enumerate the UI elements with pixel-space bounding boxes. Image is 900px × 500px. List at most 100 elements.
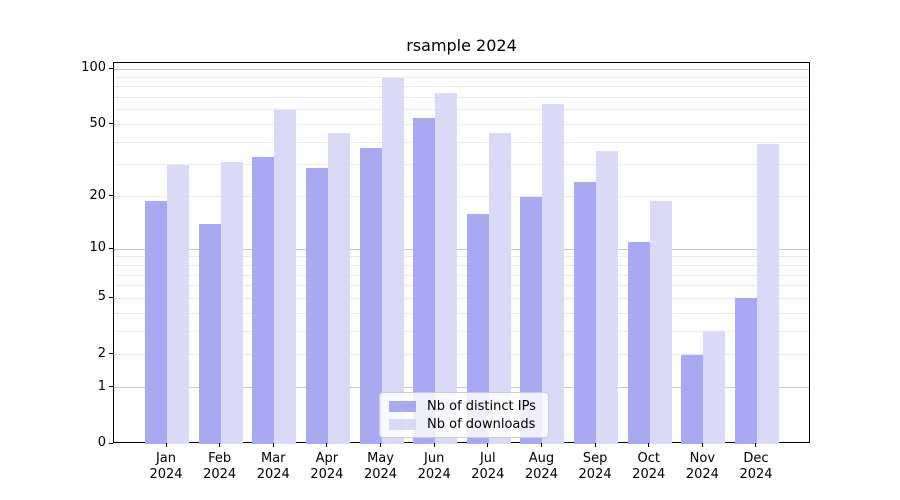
x-tick-label-jul: Jul 2024	[458, 451, 518, 483]
y-tick-mark-20	[109, 195, 113, 197]
x-tick-label-may: May 2024	[351, 451, 411, 483]
x-tick-label-year: 2024	[578, 467, 612, 482]
gridline-major-100	[114, 68, 809, 70]
gridline-major-10	[114, 248, 809, 250]
x-tick-label-oct: Oct 2024	[619, 451, 679, 483]
x-tick-mark-oct	[648, 443, 650, 447]
x-tick-mark-feb	[219, 443, 221, 447]
legend-label-downloads: Nb of downloads	[427, 416, 536, 432]
x-tick-label-jun: Jun 2024	[404, 451, 464, 483]
x-tick-label-year: 2024	[417, 467, 451, 482]
y-tick-label-5: 5	[97, 289, 106, 305]
x-tick-label-month: Feb	[208, 451, 232, 466]
x-tick-label-year: 2024	[685, 467, 719, 482]
bar-downloads-jan	[167, 164, 189, 444]
bar-downloads-mar	[274, 109, 297, 444]
x-tick-label-month: Apr	[315, 451, 339, 466]
gridline-minor-40	[114, 141, 809, 143]
legend-swatch-distinct-ips-icon	[389, 400, 416, 412]
gridline-minor-70	[114, 97, 809, 99]
y-tick-label-0: 0	[97, 435, 106, 450]
x-tick-mark-aug	[540, 443, 542, 447]
y-tick-mark-2	[109, 353, 113, 355]
gridline-minor-6	[114, 285, 809, 287]
bar-ips-jan	[145, 200, 167, 444]
gridline-minor-30	[114, 164, 809, 166]
bar-downloads-nov	[703, 331, 726, 444]
bar-downloads-aug	[542, 103, 565, 444]
gridline-minor-8	[114, 264, 809, 266]
bar-ips-sep	[574, 182, 597, 444]
gridline-minor-7	[114, 274, 809, 276]
x-tick-label-dec: Dec 2024	[726, 451, 786, 483]
bar-downloads-feb	[220, 162, 243, 444]
x-tick-mark-mar	[272, 443, 274, 447]
bar-downloads-apr	[327, 132, 350, 444]
x-tick-mark-may	[380, 443, 382, 447]
legend: Nb of distinct IPs Nb of downloads	[379, 392, 549, 438]
bar-ips-jun	[413, 118, 436, 444]
x-tick-label-month: Oct	[637, 451, 660, 466]
x-tick-label-year: 2024	[363, 467, 398, 482]
gridline-minor-50	[114, 124, 809, 126]
x-tick-label-year: 2024	[524, 467, 558, 482]
x-tick-label-month: Jul	[479, 451, 496, 466]
bar-downloads-dec	[756, 144, 779, 444]
bar-downloads-oct	[649, 200, 672, 444]
y-tick-mark-5	[109, 296, 113, 298]
x-tick-label-month: Sep	[582, 451, 608, 466]
y-tick-label-50: 50	[89, 115, 106, 131]
bar-ips-mar	[252, 157, 275, 444]
x-tick-label-feb: Feb 2024	[190, 451, 250, 483]
bar-downloads-may	[381, 78, 404, 444]
legend-swatch-downloads-icon	[389, 418, 416, 430]
x-tick-label-nov: Nov 2024	[672, 451, 732, 483]
x-tick-label-year: 2024	[471, 467, 505, 482]
x-tick-mark-jul	[487, 443, 489, 447]
x-tick-label-year: 2024	[739, 467, 773, 482]
y-tick-mark-50	[109, 123, 113, 125]
y-tick-mark-10	[109, 247, 113, 249]
bar-downloads-jul	[488, 132, 511, 444]
gridline-minor-9	[114, 256, 809, 258]
legend-entry-distinct-ips: Nb of distinct IPs	[389, 399, 539, 414]
x-tick-label-month: Dec	[743, 451, 769, 466]
bar-ips-apr	[305, 167, 328, 444]
x-tick-mark-nov	[701, 443, 703, 447]
bar-ips-nov	[681, 354, 704, 444]
bar-ips-jul	[466, 213, 489, 444]
y-tick-mark-0	[109, 442, 113, 444]
bar-ips-feb	[198, 223, 221, 444]
x-tick-label-month: May	[367, 451, 394, 466]
x-tick-label-year: 2024	[632, 467, 666, 482]
x-tick-mark-jun	[433, 443, 435, 447]
gridline-minor-5	[114, 297, 809, 299]
legend-entry-downloads: Nb of downloads	[389, 417, 539, 432]
y-tick-label-1: 1	[97, 378, 106, 394]
bar-ips-may	[359, 148, 382, 444]
x-tick-label-year: 2024	[256, 467, 290, 482]
y-tick-label-20: 20	[89, 187, 106, 203]
x-tick-label-year: 2024	[310, 467, 344, 482]
gridline-major-1	[114, 387, 809, 389]
legend-label-distinct-ips: Nb of distinct IPs	[427, 398, 536, 414]
x-tick-mark-apr	[326, 443, 328, 447]
bar-ips-aug	[520, 196, 543, 444]
x-tick-label-apr: Apr 2024	[297, 451, 357, 483]
bar-downloads-sep	[596, 150, 619, 444]
gridline-minor-90	[114, 76, 809, 78]
x-tick-label-year: 2024	[203, 467, 237, 482]
y-tick-mark-100	[109, 67, 113, 69]
chart-title: rsample 2024	[406, 36, 517, 55]
y-tick-mark-1	[109, 386, 113, 388]
x-tick-label-month: Mar	[261, 451, 286, 466]
x-tick-mark-jan	[165, 443, 167, 447]
x-tick-label-mar: Mar 2024	[243, 451, 303, 483]
gridline-minor-80	[114, 86, 809, 88]
y-tick-label-10: 10	[89, 240, 106, 256]
x-tick-label-month: Aug	[528, 451, 555, 466]
x-tick-label-jan: Jan 2024	[136, 451, 196, 483]
x-tick-mark-sep	[594, 443, 596, 447]
x-tick-label-month: Nov	[689, 451, 716, 466]
